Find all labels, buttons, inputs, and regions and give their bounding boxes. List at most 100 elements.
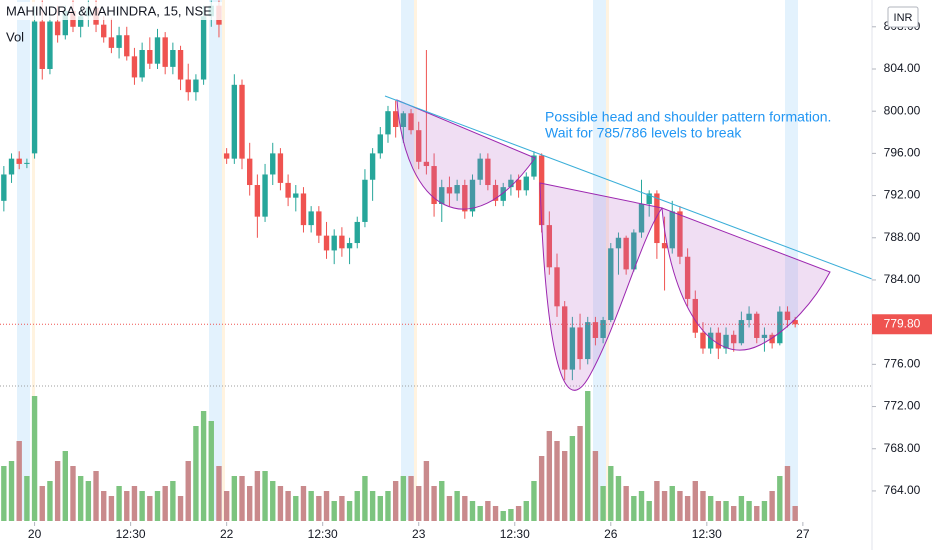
volume-bar [31,396,38,521]
candle-body [500,187,506,201]
candle-body [431,166,437,205]
y-tick-label: 792.00 [884,188,921,202]
x-tick-label: 12:30 [116,527,146,541]
candle-body [108,37,115,48]
candle-body [761,334,768,338]
candle-body [385,111,391,135]
volume-bar [208,421,214,521]
volume-bar [124,491,130,521]
volume-bar [223,491,230,521]
y-tick-label: 800.00 [884,103,921,117]
candle-body [377,134,383,154]
volume-bar [684,496,691,521]
candle-body [77,16,84,27]
candle-body [554,267,560,307]
volume-bar [592,451,599,521]
candle-body [723,334,729,349]
volume-bar [677,491,683,521]
candle-body [446,187,453,194]
candle-body [631,232,637,270]
candle-body [24,162,30,164]
candle-body [200,16,207,80]
candle-body [615,237,622,249]
candle-body [101,24,107,38]
candle-body [270,153,276,175]
currency-badge [887,6,919,28]
volume-bar [293,496,299,521]
volume-bar [39,486,45,521]
candle-body [8,158,15,175]
session-band [209,0,222,520]
candle-body [262,174,268,217]
session-band [785,0,798,520]
candle-body [47,21,53,69]
volume-bar [162,486,168,521]
session-band [414,0,417,520]
candle-body [147,50,153,64]
candle-body [523,176,529,191]
volume-bar [715,501,722,521]
candle-body [731,334,737,344]
volume-bar [692,481,698,521]
volume-bar [377,496,383,521]
candle-body [561,306,568,370]
volume-bar [247,486,253,521]
candle-body [323,235,330,251]
volume-bar [277,486,284,521]
volume-bar [8,461,15,521]
x-tick-label: 26 [604,527,618,541]
candle-body [707,332,714,349]
volume-bar [485,501,491,521]
candle-body [362,179,368,222]
volume-label: Vol [6,29,24,44]
candle-body [508,179,514,188]
candle-body [454,185,460,194]
volume-bar [669,486,675,521]
volume-bar [554,441,560,521]
currency: INR [894,12,913,24]
candle-body [139,50,145,78]
volume-bar [600,486,606,521]
volume-bar [523,501,529,521]
candle-body [746,313,752,321]
volume-bar [154,491,161,521]
candle-body [293,193,299,198]
candle-body [784,311,791,321]
candle-body [623,237,629,270]
candle-body [408,113,414,131]
head [539,182,663,391]
title-bg [0,2,222,20]
last-price-label: 779.80 [884,316,921,330]
volume-bar [615,476,622,521]
volume-bar [561,451,568,521]
candle-body [423,161,430,167]
candle-body [769,334,775,344]
candle-body [339,235,345,249]
volume-bar [147,496,153,521]
candle-body [661,243,668,249]
y-tick-label: 784.00 [884,272,921,286]
candle-body [477,158,483,180]
volume-bar [231,476,238,521]
volume-bar [285,491,291,521]
volume-bar [385,491,391,521]
candle-body [692,298,698,333]
candle-body [585,322,591,360]
volume-bar [239,476,245,521]
candle-body [462,185,468,212]
volume-bar [700,491,706,521]
candle-body [715,332,722,349]
candle-body [492,185,499,201]
candle-body [300,193,307,226]
volume-bar [54,461,61,521]
volume-bar [346,501,353,521]
volume-bar [316,496,322,521]
volume-bar [531,481,537,521]
x-tick-label: 27 [796,527,810,541]
volume-bar [538,456,545,521]
candle-body [231,84,238,159]
session-band [17,0,30,520]
candle-body [469,179,476,212]
x-tick-label: 22 [220,527,234,541]
